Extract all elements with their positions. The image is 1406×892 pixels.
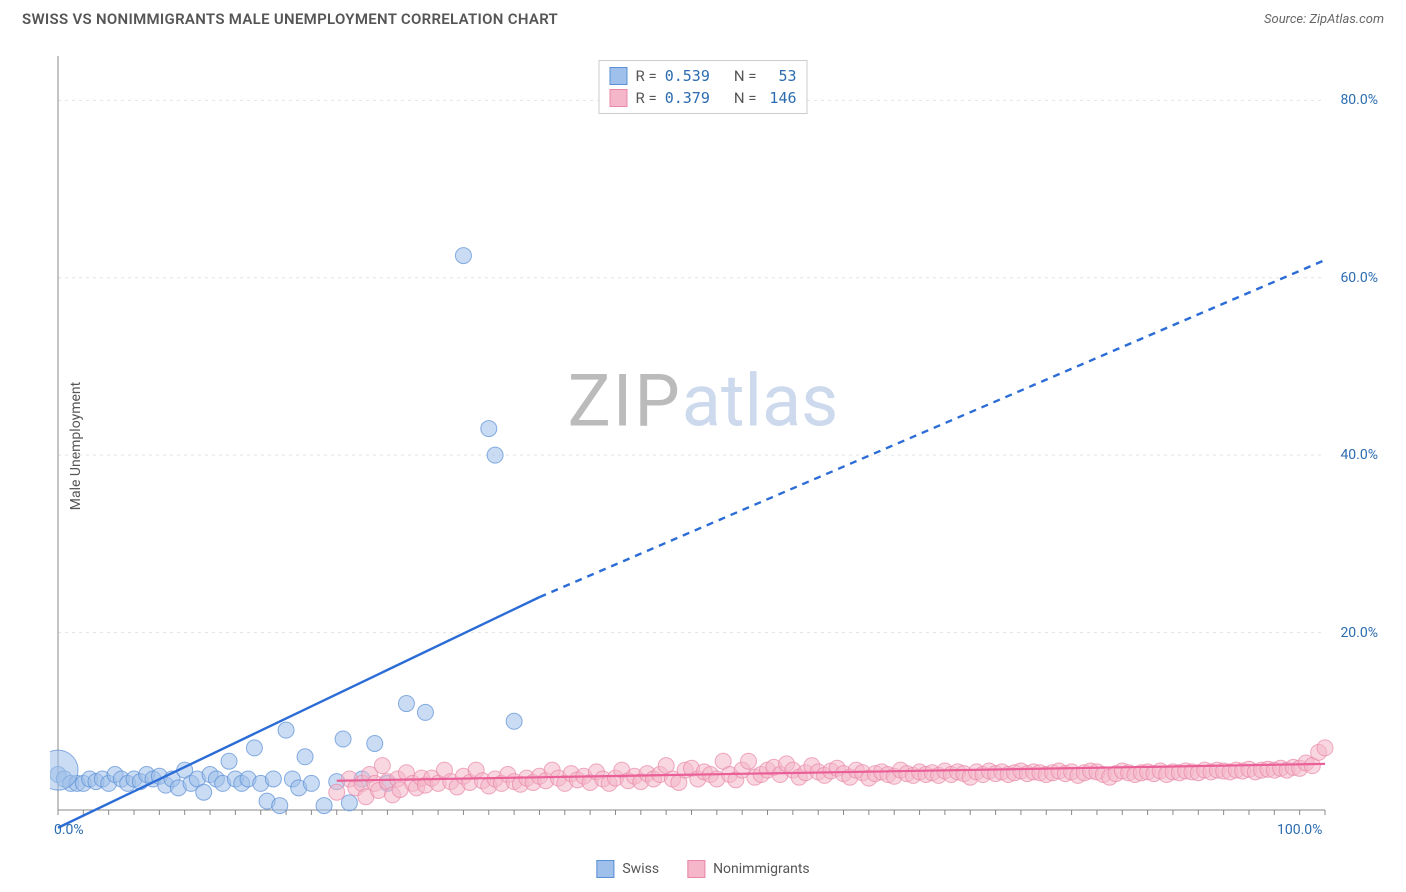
source-attribution: Source: ZipAtlas.com (1264, 12, 1384, 27)
n-value: 146 (765, 89, 797, 107)
r-value: 0.379 (665, 89, 710, 107)
n-label: N = (734, 89, 757, 107)
legend-label: Nonimmigrants (713, 861, 810, 877)
y-tick-label: 40.0% (1340, 447, 1378, 463)
x-tick-label: 0.0% (54, 822, 84, 838)
source-name: ZipAtlas.com (1309, 12, 1384, 27)
r-value: 0.539 (665, 67, 710, 85)
y-tick-label: 80.0% (1340, 92, 1378, 108)
chart-header: SWISS VS NONIMMIGRANTS MALE UNEMPLOYMENT… (0, 0, 1406, 34)
legend-swatch-nonimmigrants (687, 860, 705, 878)
n-value: 53 (765, 67, 797, 85)
x-tick-label: 100.0% (1277, 822, 1322, 838)
correlation-stats-box: R = 0.539 N = 53 R = 0.379 N = 146 (598, 60, 807, 114)
legend-swatch-swiss (596, 860, 614, 878)
stats-row: R = 0.539 N = 53 (609, 65, 796, 87)
legend-item-nonimmigrants: Nonimmigrants (687, 860, 810, 878)
series-legend: Swiss Nonimmigrants (596, 860, 809, 878)
chart-svg (50, 48, 1380, 848)
chart-plot: 0.0% 100.0% 20.0% 40.0% 60.0% 80.0% (50, 48, 1380, 848)
stats-swatch-swiss (609, 67, 627, 85)
stats-swatch-nonimmigrants (609, 89, 627, 107)
chart-title: SWISS VS NONIMMIGRANTS MALE UNEMPLOYMENT… (22, 10, 558, 28)
y-tick-label: 60.0% (1340, 270, 1378, 286)
legend-label: Swiss (622, 861, 659, 877)
source-prefix: Source: (1264, 12, 1309, 27)
legend-item-swiss: Swiss (596, 860, 659, 878)
r-label: R = (635, 89, 656, 107)
n-label: N = (734, 67, 757, 85)
y-tick-label: 20.0% (1340, 625, 1378, 641)
stats-row: R = 0.379 N = 146 (609, 87, 796, 109)
r-label: R = (635, 67, 656, 85)
